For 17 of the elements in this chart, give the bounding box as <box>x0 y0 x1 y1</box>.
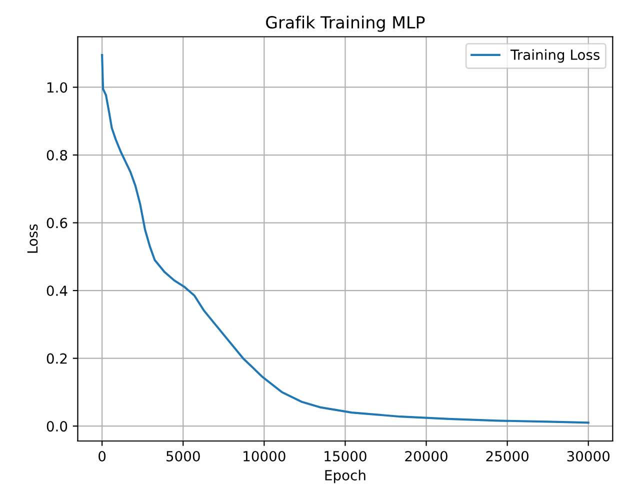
x-tick-label: 10000 <box>244 450 286 462</box>
chart-title: Grafik Training MLP <box>266 16 425 32</box>
y-tick-label: 0.2 <box>46 353 67 364</box>
x-tick-label: 5000 <box>166 450 200 462</box>
legend-label: Training Loss <box>510 49 600 63</box>
x-tick-label: 20000 <box>405 450 448 462</box>
y-tick-label: 0.0 <box>46 421 68 432</box>
x-tick-label: 25000 <box>486 450 528 462</box>
y-tick-label: 0.4 <box>46 286 68 296</box>
y-tick-label: 1.0 <box>47 82 68 93</box>
x-tick-label: 30000 <box>567 450 610 462</box>
y-tick-label: 0.6 <box>46 218 68 228</box>
y-tick-label: 0.8 <box>46 150 68 160</box>
x-tick-label: 15000 <box>324 450 366 462</box>
y-axis-title: Loss <box>27 224 38 253</box>
x-axis-title: Epoch <box>325 470 366 484</box>
x-tick-label: 0 <box>98 450 106 462</box>
